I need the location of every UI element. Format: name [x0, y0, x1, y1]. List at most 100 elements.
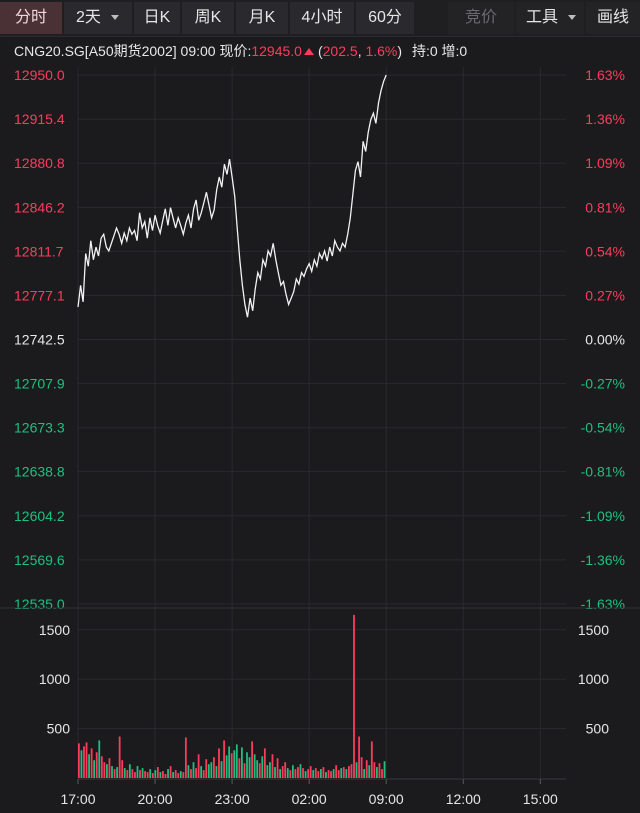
draw-line-button[interactable]: 画线: [586, 2, 640, 34]
volume-bar: [266, 765, 269, 778]
volume-bar: [291, 765, 294, 778]
volume-bar: [85, 742, 88, 778]
volume-bar: [294, 769, 297, 778]
quote-time: 09:00: [180, 43, 216, 59]
volume-bar: [90, 748, 93, 778]
volume-bar: [134, 772, 136, 778]
volume-bar: [177, 773, 180, 778]
tools-menu[interactable]: 工具: [516, 2, 584, 34]
open-interest-increase: 增:0: [441, 43, 468, 59]
y-tick-right-label: 1.36%: [585, 111, 625, 127]
volume-bar: [233, 750, 236, 778]
y-tick-left-label: 12846.2: [14, 199, 65, 215]
volume-bar: [246, 752, 248, 778]
y-tick-left-label: 12777.1: [14, 287, 65, 303]
volume-bar: [172, 772, 175, 778]
volume-bar: [182, 772, 185, 778]
tab-two-day[interactable]: 2天: [64, 2, 132, 34]
volume-bar: [373, 762, 376, 778]
x-tick-label: 17:00: [60, 791, 95, 807]
volume-bar: [378, 763, 381, 778]
tab-60-min[interactable]: 60分: [356, 2, 414, 34]
volume-bar: [95, 752, 98, 778]
volume-bar: [365, 760, 368, 778]
x-tick-label: 12:00: [446, 791, 481, 807]
volume-bar: [121, 760, 124, 778]
tab-weekly-k[interactable]: 周K: [182, 2, 234, 34]
volume-bar: [100, 756, 103, 778]
volume-bar: [80, 750, 83, 778]
volume-bar: [342, 767, 345, 778]
y-tick-left-label: 12638.8: [14, 464, 65, 480]
volume-bar: [218, 748, 220, 778]
x-tick-label: 15:00: [523, 791, 558, 807]
tools-label: 工具: [526, 9, 559, 26]
volume-bar: [243, 763, 246, 778]
volume-bar: [123, 768, 126, 778]
volume-bar: [314, 768, 317, 778]
chevron-down-icon: [568, 15, 577, 21]
volume-bar: [83, 746, 85, 778]
current-price: 12945.0: [251, 43, 302, 59]
volume-bar: [146, 772, 149, 778]
price-change: 202.5: [322, 43, 358, 59]
y-tick-right-label: -0.54%: [581, 420, 625, 436]
bid-button[interactable]: 竞价: [448, 2, 514, 34]
volume-bar: [256, 760, 259, 778]
volume-bar: [141, 768, 144, 778]
volume-bar: [345, 769, 348, 778]
tab-daily-k[interactable]: 日K: [134, 2, 180, 34]
volume-bar: [113, 769, 116, 778]
tab-4-hour[interactable]: 4小时: [290, 2, 354, 34]
volume-bar: [330, 771, 332, 778]
volume-bar: [88, 754, 90, 778]
volume-bar: [317, 771, 320, 778]
volume-bar: [370, 741, 373, 778]
volume-bar: [169, 766, 172, 778]
volume-bar: [307, 769, 310, 778]
volume-y-tick-right: 1000: [578, 671, 609, 687]
volume-bar: [286, 768, 289, 778]
volume-bar: [174, 770, 177, 778]
volume-bar: [116, 767, 118, 778]
volume-bar: [381, 769, 383, 778]
volume-bar: [202, 770, 205, 778]
volume-bar: [281, 766, 284, 778]
volume-bar: [111, 766, 113, 778]
volume-bar: [309, 766, 312, 778]
volume-bar: [228, 746, 231, 778]
volume-bar: [230, 753, 233, 778]
volume-bar: [261, 756, 264, 778]
y-tick-right-label: -0.81%: [581, 464, 625, 480]
volume-bar: [103, 762, 106, 778]
volume-bar: [353, 614, 355, 778]
tab-monthly-k[interactable]: 月K: [236, 2, 288, 34]
y-tick-right-label: -1.09%: [581, 508, 625, 524]
y-tick-left-label: 12811.7: [14, 243, 64, 259]
volume-bar: [184, 737, 187, 778]
y-tick-left-label: 12880.8: [14, 155, 65, 171]
volume-bar: [332, 769, 335, 778]
x-tick-label: 23:00: [215, 791, 250, 807]
volume-bar: [159, 772, 162, 778]
volume-bar: [348, 766, 350, 778]
y-tick-left-label: 12950.0: [14, 67, 65, 83]
price-change-pct: 1.6%: [365, 43, 398, 59]
quote-info-bar: CNG20.SG[A50期货2002] 09:00 现价:12945.0 (202…: [14, 43, 468, 59]
tab-intraday[interactable]: 分时: [0, 2, 62, 34]
volume-bar: [192, 762, 195, 778]
y-tick-right-label: 1.09%: [585, 155, 625, 171]
volume-bar: [154, 770, 157, 778]
y-tick-left-label: 12604.2: [14, 508, 65, 524]
volume-bar: [205, 759, 208, 778]
volume-bar: [156, 767, 159, 778]
volume-bar: [151, 773, 154, 778]
y-tick-right-label: 0.54%: [585, 243, 625, 259]
volume-bar: [128, 764, 131, 778]
x-tick-label: 09:00: [369, 791, 404, 807]
y-tick-right-label: 1.63%: [585, 67, 625, 83]
volume-bar: [136, 766, 139, 778]
volume-bar: [248, 757, 251, 778]
y-tick-left-label: 12742.5: [14, 332, 65, 348]
